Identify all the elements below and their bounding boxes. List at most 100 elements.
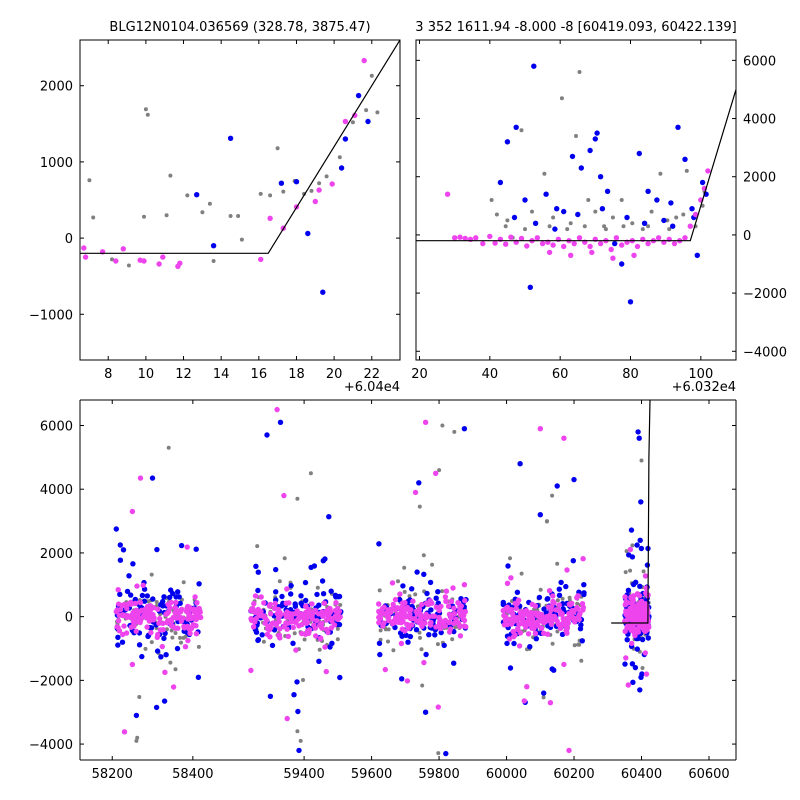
data-point — [440, 423, 445, 428]
data-point — [604, 188, 611, 194]
x-offset-label: +6.032e4 — [672, 380, 736, 395]
data-point — [378, 607, 385, 614]
data-point — [550, 641, 555, 646]
data-point — [624, 549, 629, 554]
data-point — [328, 588, 334, 594]
data-point — [546, 588, 553, 594]
data-point — [699, 179, 706, 186]
data-point — [295, 708, 301, 715]
data-point — [139, 592, 146, 599]
data-point — [654, 197, 660, 203]
data-point — [113, 609, 120, 615]
data-point — [253, 615, 259, 622]
x-tick-label: 60400 — [621, 767, 662, 782]
data-point — [634, 243, 641, 250]
data-point — [642, 650, 648, 656]
data-point — [160, 620, 166, 626]
data-point — [267, 693, 274, 699]
data-point — [285, 633, 291, 640]
data-point — [268, 611, 274, 617]
data-point — [505, 218, 510, 223]
data-point — [267, 215, 273, 221]
y-tick-label: 4000 — [40, 483, 73, 498]
data-point — [608, 246, 614, 253]
data-point — [671, 240, 678, 247]
data-point — [520, 621, 526, 627]
x-tick-label: 14 — [213, 367, 230, 382]
data-point — [162, 669, 168, 675]
data-point — [636, 435, 642, 441]
data-point — [594, 130, 600, 136]
data-point — [541, 695, 546, 700]
data-point — [248, 607, 254, 614]
data-point — [402, 565, 407, 570]
data-point — [533, 636, 539, 642]
data-point — [446, 619, 452, 626]
data-point — [623, 570, 628, 575]
data-point — [253, 629, 260, 635]
data-point — [480, 240, 486, 247]
data-point — [508, 556, 512, 561]
data-point — [251, 601, 257, 607]
data-point — [156, 261, 162, 267]
data-point — [332, 592, 339, 598]
data-point — [133, 712, 140, 719]
data-point — [264, 617, 270, 624]
data-point — [292, 631, 297, 636]
data-point — [140, 613, 146, 619]
data-point — [185, 637, 191, 644]
data-point — [155, 631, 161, 638]
data-point — [117, 591, 123, 597]
data-point — [389, 580, 396, 586]
data-point — [117, 557, 124, 563]
data-point — [547, 224, 552, 229]
data-point — [572, 643, 577, 648]
panel-1: BLG12N0104.036569 (328.78, 3875.47) — [79, 20, 401, 361]
data-point — [513, 605, 519, 611]
data-point — [563, 628, 569, 634]
data-point — [144, 593, 150, 599]
data-point — [621, 224, 626, 229]
data-point — [136, 642, 143, 648]
data-point — [473, 235, 479, 241]
data-point — [156, 620, 162, 626]
data-point — [457, 633, 464, 639]
data-point — [253, 563, 259, 569]
data-point — [541, 630, 547, 636]
data-point — [682, 235, 688, 241]
data-point — [319, 625, 325, 631]
data-point — [638, 545, 645, 552]
data-point — [504, 640, 510, 647]
data-point — [302, 620, 308, 626]
data-point — [128, 624, 134, 630]
data-point — [172, 605, 178, 611]
x-tick-label: 18 — [288, 367, 305, 382]
data-point — [311, 622, 317, 628]
data-point — [176, 594, 182, 600]
data-point — [519, 128, 524, 133]
data-point — [631, 252, 637, 258]
data-point — [309, 188, 314, 193]
data-point — [325, 629, 331, 636]
data-point — [513, 124, 519, 130]
x-tick-label: 60200 — [553, 767, 594, 782]
data-point — [144, 624, 150, 630]
data-point — [422, 620, 428, 626]
data-point — [503, 241, 509, 247]
data-point — [489, 198, 494, 202]
data-point — [143, 646, 148, 651]
data-point — [655, 235, 662, 241]
data-point — [319, 620, 325, 626]
data-point — [450, 637, 455, 642]
data-point — [158, 654, 164, 660]
y-tick-label: −2000 — [743, 287, 787, 302]
data-point — [442, 623, 448, 629]
plot-frame — [415, 39, 737, 361]
data-point — [559, 96, 564, 101]
data-point — [566, 601, 572, 607]
data-point — [141, 258, 147, 264]
data-point — [336, 608, 343, 615]
data-point — [179, 640, 183, 645]
data-point — [141, 598, 148, 604]
data-point — [177, 600, 183, 606]
